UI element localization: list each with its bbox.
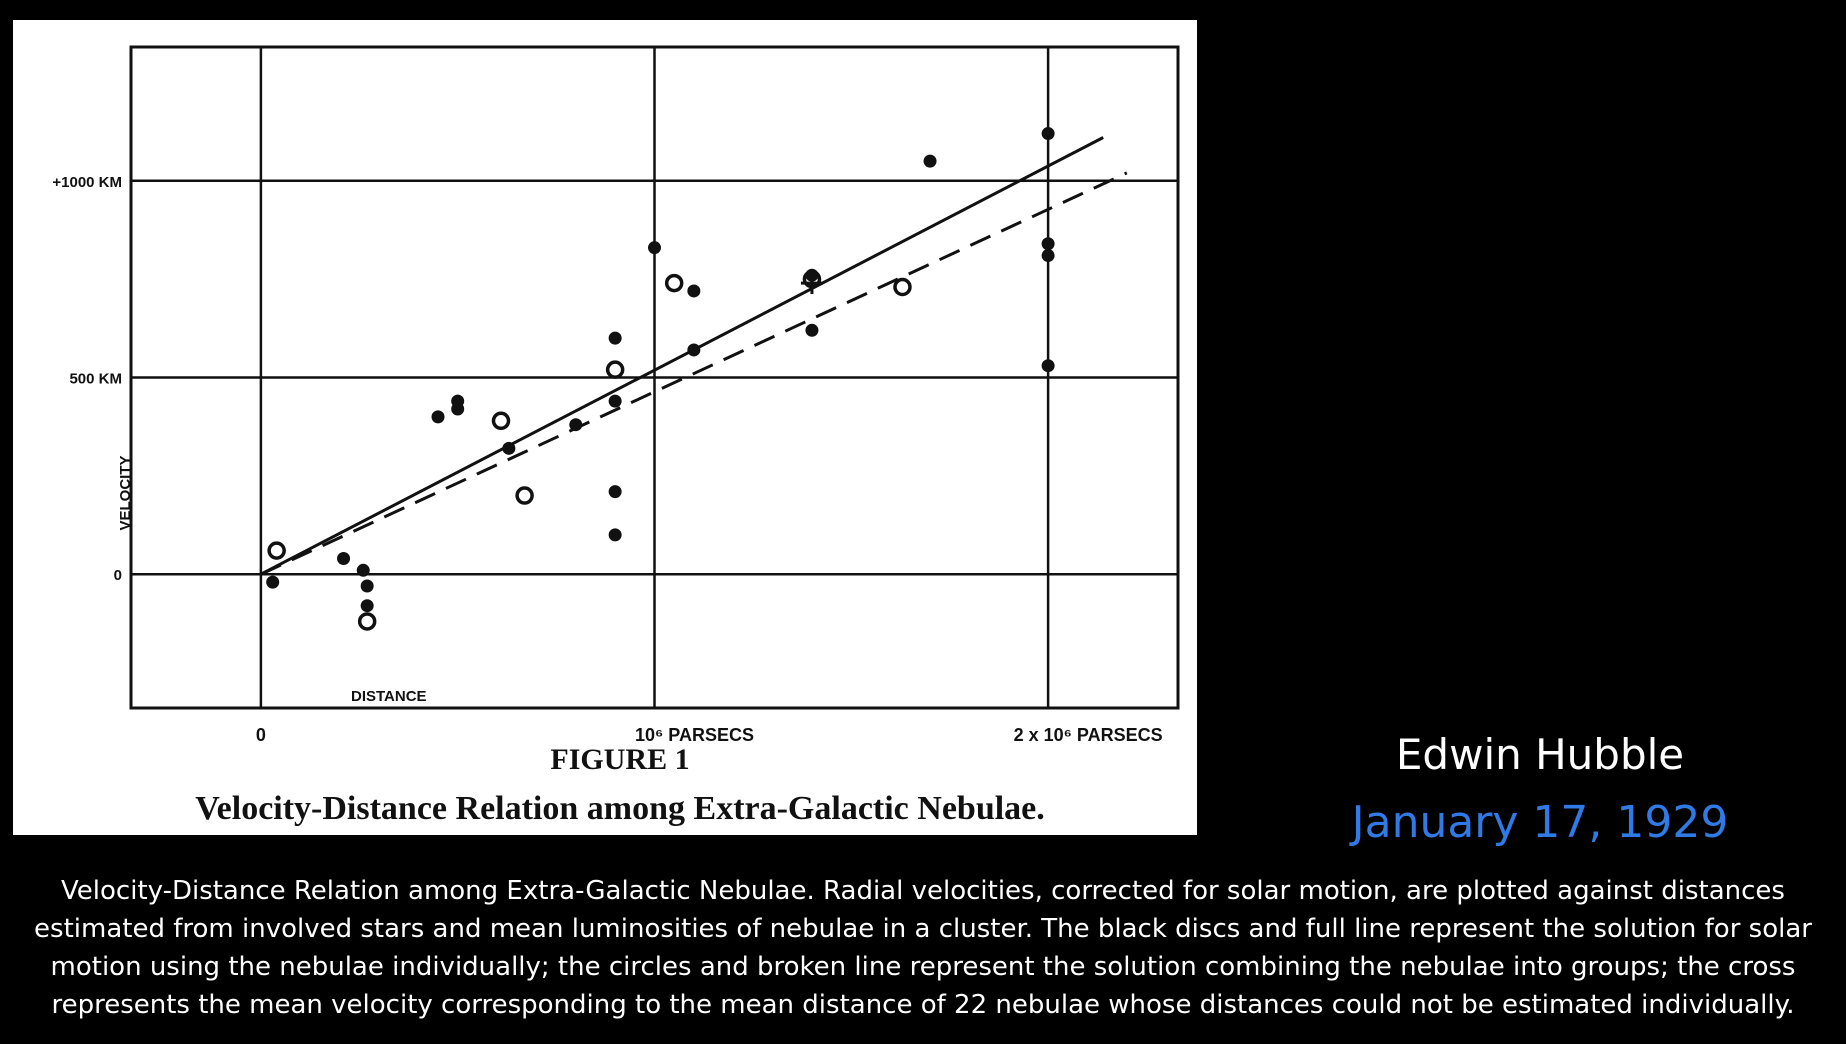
open-circle-point	[515, 486, 534, 505]
x-tick-label: 10⁶ PARSECS	[635, 725, 754, 745]
filled-disc-point	[1041, 249, 1055, 263]
open-circle-point	[893, 277, 912, 297]
filled-disc-point	[431, 410, 445, 424]
filled-disc-point	[687, 284, 701, 298]
filled-disc-point	[805, 323, 819, 337]
filled-disc-point	[1041, 359, 1055, 373]
hubble-scatter-chart: 0 10⁶ PARSECS 2 x 10⁶ PARSECS 0 500 KM +1000 …	[52, 45, 1180, 827]
filled-disc-point	[360, 579, 374, 593]
filled-disc-point	[608, 528, 622, 542]
filled-disc-point	[648, 241, 661, 255]
filled-disc-point	[360, 599, 374, 613]
filled-disc-point	[266, 575, 280, 589]
filled-disc-point	[337, 551, 351, 565]
x-axis-label: DISTANCE	[351, 688, 427, 705]
x-tick-label: 0	[256, 725, 266, 745]
filled-disc-point	[608, 331, 622, 345]
filled-disc-point	[687, 343, 701, 357]
x-tick-label: 2 x 10⁶ PARSECS	[1014, 725, 1163, 745]
filled-disc-point	[1041, 237, 1055, 251]
fit-lines	[260, 136, 1128, 576]
open-circle-point	[605, 360, 625, 379]
filled-disc-point	[608, 394, 622, 408]
grid-layer	[129, 45, 1180, 710]
tick-labels: 0 10⁶ PARSECS 2 x 10⁶ PARSECS 0 500 KM +1000 …	[52, 174, 1162, 745]
filled-disc-point	[569, 418, 583, 432]
caption-line: represents the mean velocity correspondi…	[51, 990, 1795, 1020]
y-tick-label: 500 KM	[69, 371, 122, 388]
caption-line: Velocity-Distance Relation among Extra-G…	[61, 876, 1785, 906]
y-tick-label: +1000 KM	[52, 174, 122, 191]
figure-panel: 0 10⁶ PARSECS 2 x 10⁶ PARSECS 0 500 KM +1000 …	[13, 20, 1197, 835]
broken-fit-line	[260, 171, 1128, 576]
filled-disc-point	[356, 563, 370, 577]
open-circle-point	[664, 273, 684, 293]
filled-disc-point	[608, 485, 622, 499]
caption-line: estimated from involved stars and mean l…	[34, 914, 1812, 944]
full-fit-line	[260, 136, 1104, 576]
y-axis-label: VELOCITY	[117, 455, 134, 530]
open-circle-point	[267, 541, 286, 560]
chart-title: Velocity-Distance Relation among Extra-G…	[195, 790, 1045, 827]
filled-disc-point	[451, 394, 465, 408]
open-circle-point	[357, 612, 377, 631]
open-circle-point	[491, 411, 511, 431]
caption-line: motion using the nebulae individually; t…	[50, 952, 1796, 982]
figure-label: FIGURE 1	[550, 743, 689, 776]
filled-disc-point	[1041, 127, 1055, 141]
y-tick-label: 0	[114, 567, 122, 584]
filled-disc-point	[923, 154, 937, 168]
filled-disc-point	[502, 441, 516, 455]
data-points	[266, 127, 1055, 631]
figure-caption: Velocity-Distance Relation among Extra-G…	[0, 872, 1846, 1024]
publication-date: January 17, 1929	[1351, 797, 1729, 848]
author-name: Edwin Hubble	[1395, 730, 1685, 779]
